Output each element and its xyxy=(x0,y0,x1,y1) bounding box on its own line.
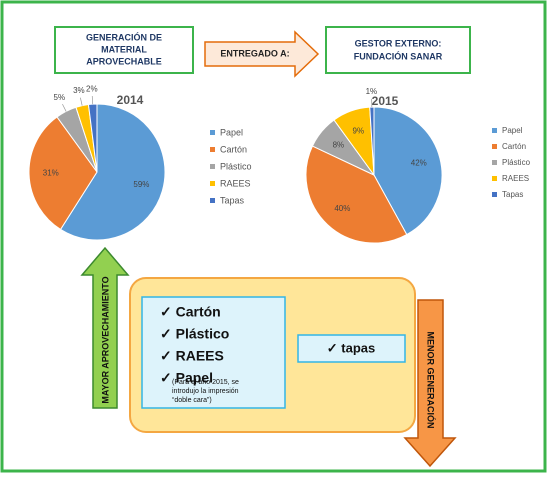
legend-label: Plástico xyxy=(220,161,252,171)
check-item: ✓ Plástico xyxy=(160,326,229,342)
slice-label: 40% xyxy=(334,204,350,213)
legend-swatch xyxy=(210,198,215,203)
slice-label: 31% xyxy=(43,169,59,178)
slice-label: 2% xyxy=(86,84,98,93)
legend-swatch xyxy=(210,181,215,186)
legend-label: Tapas xyxy=(220,195,245,205)
target-box xyxy=(326,27,470,73)
legend-label: Cartón xyxy=(502,142,526,151)
slice-label: 3% xyxy=(73,86,85,95)
source-line: GENERACIÓN DE xyxy=(86,31,162,42)
legend-label: RAEES xyxy=(502,174,529,183)
legend-swatch xyxy=(492,192,497,197)
note-line: (Para el año 2015, se xyxy=(172,379,239,386)
slice-label: 1% xyxy=(366,87,378,96)
legend-label: Tapas xyxy=(502,190,523,199)
check-item: ✓ Cartón xyxy=(160,304,221,320)
legend-swatch xyxy=(210,147,215,152)
pie-title: 2015 xyxy=(372,94,399,108)
legend-label: Papel xyxy=(220,127,243,137)
slice-label: 8% xyxy=(333,141,345,150)
note-line: “doble cara”) xyxy=(172,397,212,404)
source-line: MATERIAL xyxy=(101,44,147,54)
legend-label: RAEES xyxy=(220,178,251,188)
target-line: FUNDACIÓN SANAR xyxy=(354,50,443,61)
legend-label: Papel xyxy=(502,126,523,135)
legend-swatch xyxy=(492,128,497,133)
side-item: ✓ tapas xyxy=(327,340,375,355)
pie-title: 2014 xyxy=(117,93,144,107)
slice-label: 59% xyxy=(133,180,149,189)
slice-label: 9% xyxy=(353,127,365,136)
target-line: GESTOR EXTERNO: xyxy=(355,38,442,48)
legend-swatch xyxy=(210,164,215,169)
note-line: introdujo la impresión xyxy=(172,388,239,395)
legend-swatch xyxy=(492,176,497,181)
legend-swatch xyxy=(492,160,497,165)
slice-label: 5% xyxy=(54,93,66,102)
arrow-label: ENTREGADO A: xyxy=(220,48,289,58)
slice-label: 42% xyxy=(411,159,427,168)
legend-swatch xyxy=(492,144,497,149)
legend-swatch xyxy=(210,130,215,135)
up-arrow-label: MAYOR APROVECHAMIENTO xyxy=(100,276,110,403)
legend-label: Cartón xyxy=(220,144,247,154)
legend-label: Plástico xyxy=(502,158,531,167)
down-arrow-label: MENOR GENERACIÓN xyxy=(426,331,437,428)
check-item: ✓ RAEES xyxy=(160,348,224,364)
source-line: APROVECHABLE xyxy=(86,56,162,66)
